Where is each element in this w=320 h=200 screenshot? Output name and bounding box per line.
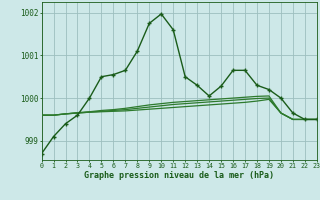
X-axis label: Graphe pression niveau de la mer (hPa): Graphe pression niveau de la mer (hPa)	[84, 171, 274, 180]
